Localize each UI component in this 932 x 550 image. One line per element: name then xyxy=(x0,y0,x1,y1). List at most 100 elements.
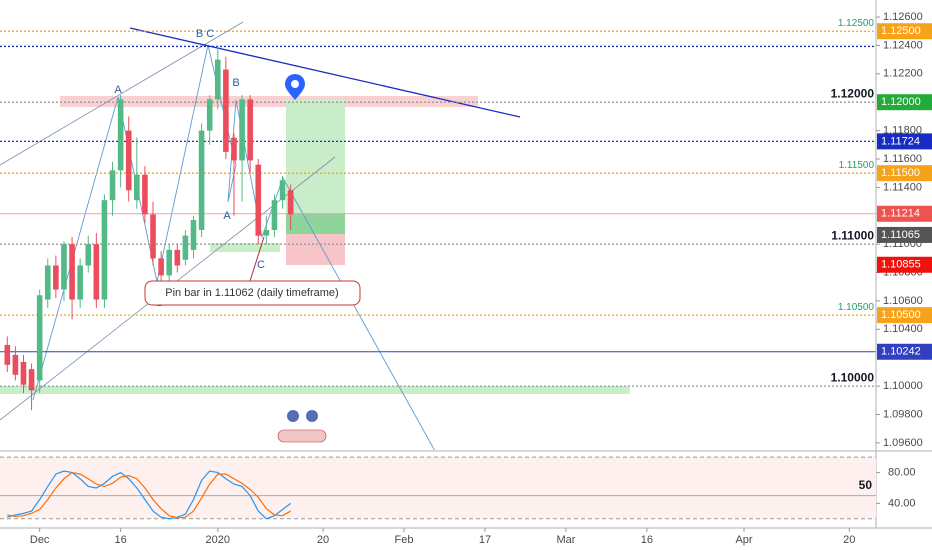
event-icon xyxy=(277,429,327,443)
candle-body xyxy=(93,244,100,300)
y-tick-label: 80.00 xyxy=(888,466,916,478)
drawings xyxy=(0,21,630,450)
y-tick-label: 1.12600 xyxy=(883,11,923,23)
candle-body xyxy=(247,99,253,161)
callout-box xyxy=(144,280,361,306)
y-tick-label: 1.12400 xyxy=(883,39,923,51)
candle-body xyxy=(214,59,221,100)
x-tick-label: 16 xyxy=(641,534,653,546)
price-tag xyxy=(877,226,932,243)
pattern-label: B xyxy=(232,77,239,89)
candle-body xyxy=(287,190,294,215)
level-caption: 1.10500 xyxy=(838,302,875,313)
candle-body xyxy=(4,344,11,365)
price-tag-label: 1.10855 xyxy=(881,259,921,271)
candle-body xyxy=(239,99,245,161)
candle-body xyxy=(85,244,92,266)
candle-body xyxy=(20,361,27,385)
y-tick-label: 1.10400 xyxy=(883,323,923,335)
trend-line xyxy=(129,27,521,118)
level-caption: 1.11500 xyxy=(839,160,875,171)
candle-body xyxy=(206,99,213,131)
x-tick-label: Apr xyxy=(735,534,752,546)
price-tag-label: 1.11500 xyxy=(881,167,920,179)
long-stop xyxy=(286,234,345,265)
candle-body xyxy=(255,164,262,236)
price-tag xyxy=(877,343,932,360)
price-tag xyxy=(877,94,932,111)
x-tick-label: 2020 xyxy=(206,534,230,546)
pattern-label: A xyxy=(223,210,231,222)
candle-body xyxy=(69,244,75,300)
candle-body xyxy=(12,354,19,375)
candle-body xyxy=(263,229,270,236)
price-tags: 1.12500 1.12000 1.11724 1.11500 1.11214 1.110… xyxy=(877,23,932,360)
level-caption: 1.12500 xyxy=(838,18,875,29)
resistance-zone xyxy=(60,96,478,107)
price-tag-label: 1.12000 xyxy=(881,96,921,108)
y-tick-label: 40.00 xyxy=(888,497,916,509)
y-tick-label: 1.12200 xyxy=(883,68,923,80)
pin-zone xyxy=(210,243,280,252)
oscillator-line xyxy=(7,470,292,520)
pattern-label: C xyxy=(257,259,265,271)
candle-body xyxy=(190,220,197,250)
x-tick-label: 17 xyxy=(479,534,491,546)
candle-body xyxy=(271,200,278,230)
y-tick-label: 1.11600 xyxy=(883,153,922,165)
y-tick-label: 1.10600 xyxy=(883,295,923,307)
candle-body xyxy=(223,69,229,152)
pattern-label: A xyxy=(114,84,122,96)
candle-body xyxy=(109,170,116,201)
candle-body xyxy=(53,265,59,290)
candle-body xyxy=(61,244,67,290)
candles xyxy=(4,45,294,411)
candle-body xyxy=(166,249,173,276)
candle-body xyxy=(101,200,108,300)
candle-body xyxy=(134,174,140,201)
price-tag-label: 1.11724 xyxy=(881,135,920,147)
midline-label: 50 xyxy=(859,478,873,492)
candle-body xyxy=(142,174,148,215)
candle-body xyxy=(174,249,181,266)
candle-body xyxy=(150,214,156,259)
support-zone xyxy=(0,386,630,394)
price-tag xyxy=(877,23,932,40)
long-target-filled xyxy=(286,213,345,234)
level-caption: 1.11000 xyxy=(831,228,874,242)
x-tick-label: 20 xyxy=(843,534,855,546)
price-tag xyxy=(877,256,932,273)
marker-pin-dot xyxy=(291,80,299,88)
price-tag xyxy=(877,307,932,324)
event-icon xyxy=(306,410,318,422)
candle-body xyxy=(125,130,132,191)
level-caption: 1.10000 xyxy=(831,370,875,384)
price-tag-label: 1.10242 xyxy=(881,346,921,358)
candle-body xyxy=(158,258,164,276)
price-tag xyxy=(877,165,932,182)
candle-body xyxy=(182,235,189,260)
oscillator xyxy=(0,456,876,520)
levels: 1.12500 1.12000 1.11500 1.11000 1.10500 1.100… xyxy=(0,18,876,387)
candle-body xyxy=(279,180,286,201)
price-tag-label: 1.11214 xyxy=(881,208,920,220)
candle-body xyxy=(117,99,124,171)
x-tick-label: Feb xyxy=(395,534,414,546)
candle-body xyxy=(231,137,237,161)
price-tag-label: 1.10500 xyxy=(881,309,921,321)
callout-pointer xyxy=(249,236,265,282)
x-tick-label: 16 xyxy=(115,534,127,546)
event-icon xyxy=(287,410,299,422)
price-tag xyxy=(877,133,932,150)
oscillator-band xyxy=(0,457,876,519)
price-tag xyxy=(877,205,932,222)
y-tick-label: 1.11400 xyxy=(883,181,922,193)
y-tick-label: 1.09800 xyxy=(883,408,923,420)
level-caption: 1.12000 xyxy=(831,86,875,100)
oscillator-line xyxy=(7,471,291,519)
candle-body xyxy=(36,295,43,381)
pattern-label: B C xyxy=(196,28,214,40)
candle-body xyxy=(198,130,205,230)
